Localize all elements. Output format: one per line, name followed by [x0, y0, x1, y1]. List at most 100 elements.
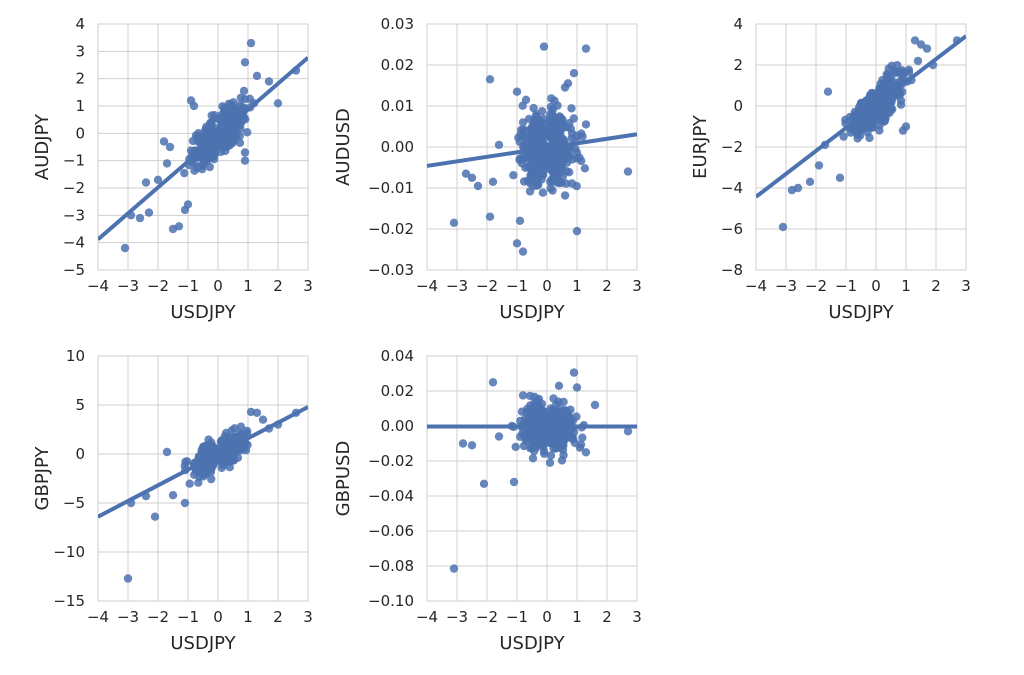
scatter-point [561, 406, 570, 415]
scatter-point [554, 381, 564, 390]
scatter-point [556, 155, 565, 165]
scatter-point [565, 429, 574, 438]
scatter-point [192, 466, 201, 476]
scatter-point [193, 132, 203, 142]
scatter-point [547, 94, 556, 103]
x-axis-label: USDJPY [170, 633, 236, 654]
scatter-point [839, 132, 848, 141]
scatter-point [540, 120, 549, 129]
scatter-point [916, 40, 926, 49]
x-tick-label: 0 [542, 608, 552, 626]
scatter-point [560, 191, 570, 200]
y-tick-label: 2 [733, 56, 743, 74]
scatter-point [623, 167, 633, 176]
scatter-point [590, 400, 600, 410]
scatter-point [519, 141, 528, 150]
y-tick-label: 5 [75, 396, 85, 414]
x-tick-label: −3 [775, 277, 797, 295]
x-tick-label: −3 [117, 608, 139, 626]
y-tick-label: 0.02 [381, 382, 414, 400]
scatter-point [572, 412, 581, 421]
scatter-point [536, 405, 545, 414]
plot-frame [755, 23, 967, 271]
scatter-point [120, 243, 130, 253]
scatter-point [488, 177, 498, 186]
x-tick-label: 1 [243, 608, 253, 626]
scatter-point [135, 213, 145, 223]
scatter-point [546, 102, 555, 112]
scatter-point [221, 146, 230, 156]
y-tick-label: −0.08 [368, 557, 414, 575]
scatter-point [580, 164, 590, 173]
x-tick-label: −1 [506, 277, 528, 295]
scatter-point [522, 134, 531, 143]
scatter-point [547, 427, 557, 437]
scatter-point [240, 156, 250, 165]
x-tick-label: 0 [542, 277, 552, 295]
scatter-point [512, 87, 522, 96]
scatter-point [554, 433, 564, 442]
scatter-point [581, 120, 591, 129]
y-tick-label: −0.06 [368, 522, 414, 540]
scatter-point [890, 66, 899, 76]
scatter-points [449, 368, 633, 573]
scatter-point [240, 58, 250, 67]
scatter-point [449, 564, 459, 573]
scatter-point [533, 181, 542, 190]
scatter-point [509, 477, 519, 487]
x-tick-label: −3 [446, 277, 468, 295]
y-tick-label: −10 [53, 543, 85, 561]
scatter-point [551, 410, 560, 419]
plot-frame [97, 23, 309, 271]
y-tick-labels: −0.03 −0.02 −0.01 0.00 0.01 0.02 0.03 [368, 15, 414, 279]
x-tick-label: −4 [87, 608, 109, 626]
scatter-point [479, 479, 489, 488]
scatter-point [264, 77, 274, 86]
plot-frame [97, 355, 309, 602]
scatter-point [547, 153, 556, 162]
regression-line [756, 34, 966, 199]
x-tick-label: 2 [602, 608, 612, 626]
x-axis-label: USDJPY [499, 633, 565, 654]
x-tick-label: 1 [243, 277, 253, 295]
scatter-point [123, 574, 133, 583]
scatter-point [485, 75, 495, 84]
scatter-point [210, 114, 219, 123]
scatter-point [887, 96, 896, 106]
scatter-point [162, 447, 172, 457]
scatter-points [120, 38, 301, 253]
scatter-point [449, 218, 459, 227]
scatter-point [552, 400, 561, 409]
panel-usdjpy-vs-eurjpy: −4 −3 −2 −1 0 1 2 3 −8 −6 −4 −2 0 2 4 USDJPY EURJPY [690, 15, 971, 323]
x-tick-label: −4 [745, 277, 767, 295]
scatter-point [545, 110, 555, 119]
scatter-point [534, 155, 543, 164]
y-tick-labels: −0.10 −0.08 −0.06 −0.04 −0.02 0.00 0.02 0.04 [368, 347, 414, 610]
scatter-point [153, 175, 163, 184]
scatter-point [473, 181, 483, 191]
scatter-point [578, 433, 587, 442]
scatter-point [525, 187, 535, 196]
scatter-point [528, 160, 537, 169]
scatter-point [180, 168, 189, 178]
x-tick-labels: −4 −3 −2 −1 0 1 2 3 [745, 277, 971, 295]
x-tick-label: 0 [213, 277, 223, 295]
scatter-point [572, 383, 582, 392]
y-tick-label: −0.02 [368, 452, 414, 470]
scatter-point [528, 428, 537, 437]
scatter-point [198, 470, 207, 479]
x-tick-labels: −4 −3 −2 −1 0 1 2 3 [87, 277, 313, 295]
y-tick-label: −15 [53, 592, 85, 610]
y-axis-label: GBPJPY [32, 446, 53, 511]
scatter-point [569, 368, 579, 377]
scatter-point [529, 103, 538, 113]
y-axis-label: GBPUSD [333, 441, 354, 517]
scatter-point [572, 226, 582, 236]
y-tick-label: −2 [721, 138, 743, 156]
y-tick-label: −0.03 [368, 261, 414, 279]
scatter-point [910, 36, 920, 45]
scatter-point [230, 424, 239, 433]
plot-frame [426, 23, 638, 271]
